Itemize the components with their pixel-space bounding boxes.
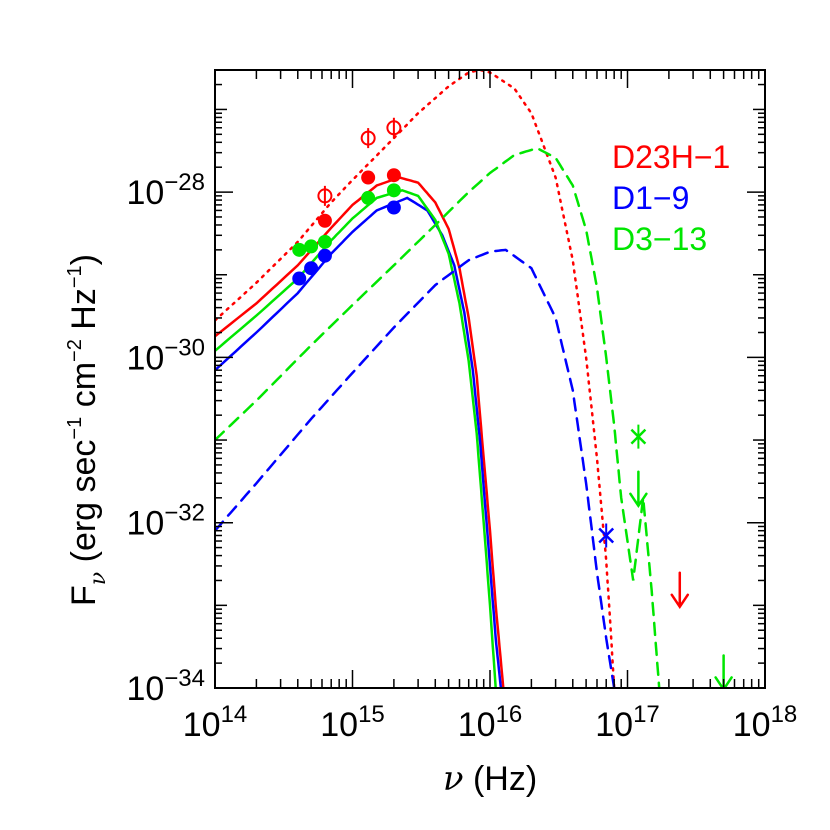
series-line (215, 176, 505, 688)
svg-text:Fν (erg sec−1 cm−2 Hz−1): Fν (erg sec−1 cm−2 Hz−1) (64, 254, 111, 606)
legend-entry: D3−13 (612, 221, 707, 257)
y-tick-label: 10−32 (126, 500, 205, 543)
y-tick-label: 10−34 (126, 665, 205, 708)
upper-limit-arrow (629, 470, 648, 509)
data-point (304, 261, 319, 276)
data-layer (215, 70, 733, 688)
data-point (361, 170, 376, 185)
x-tick-label: 1014 (183, 701, 248, 744)
data-point (317, 248, 332, 263)
series-line (215, 248, 616, 688)
data-point (317, 234, 332, 249)
series-line (215, 196, 503, 688)
y-tick-label: 10−30 (126, 334, 205, 377)
series-line (215, 70, 616, 688)
y-tick-label: 10−28 (126, 169, 205, 212)
chart-legend: D23H−1 D1−9 D3−13 (612, 139, 730, 257)
x-tick-label: 1018 (733, 701, 798, 744)
x-tick-label: 1017 (595, 701, 660, 744)
legend-entry: D23H−1 (612, 139, 730, 175)
data-point (386, 168, 401, 183)
data-point (292, 242, 307, 257)
data-point (292, 271, 307, 286)
upper-limit-arrow (670, 571, 690, 610)
x-tick-label: 1015 (320, 701, 385, 744)
series-line (215, 146, 661, 688)
y-axis-title: Fν (erg sec−1 cm−2 Hz−1) (64, 254, 111, 606)
axis-ticks: 1014 1015 1016 1017 1018 10−34 10−32 10−30 10−28 (126, 69, 798, 744)
x-tick-label: 1016 (458, 701, 523, 744)
data-point (361, 190, 376, 205)
data-point (386, 200, 401, 215)
x-axis-symbol: ν (443, 759, 464, 799)
data-point (386, 183, 401, 198)
data-point (304, 239, 319, 254)
legend-entry: D1−9 (612, 180, 689, 216)
data-point (317, 213, 332, 228)
series-line (215, 188, 497, 688)
x-axis-title: ν (Hz) (443, 759, 537, 799)
